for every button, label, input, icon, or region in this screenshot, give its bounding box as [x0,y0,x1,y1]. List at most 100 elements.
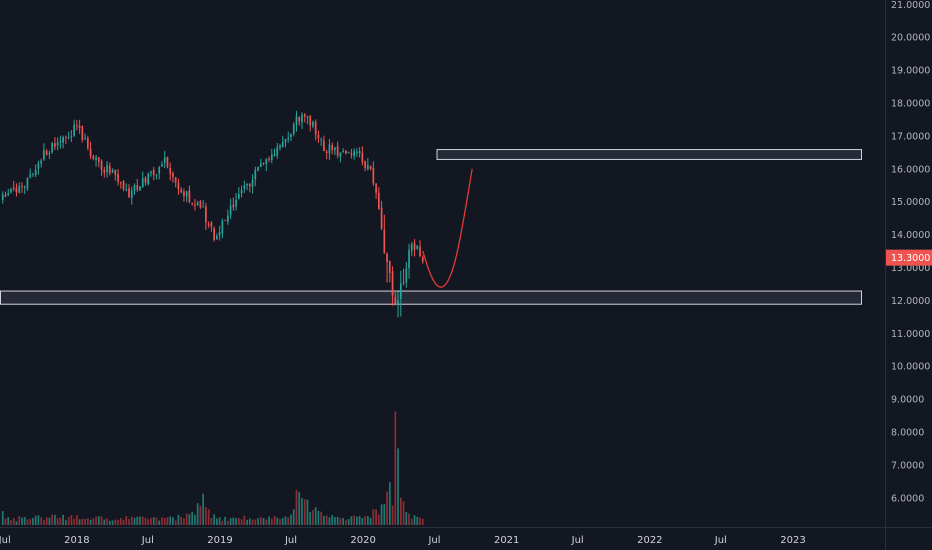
candle-body [92,156,95,159]
volume-bar [347,519,350,525]
volume-bar [386,491,388,525]
time-axis[interactable]: Jul 2018 Jul 2019 Jul 2020 Jul 2021 Jul 2022 Jul 20… [0,535,806,546]
candle-body [358,151,361,154]
candle-body [237,193,240,199]
volume-bar [210,517,213,525]
candle-body [394,296,397,304]
volume-bar [86,518,89,525]
volume-bar [117,519,119,525]
candle-body [276,147,279,156]
volume-bar [402,501,405,525]
candle-body [133,185,136,192]
price-tag-background [886,249,932,266]
volume-bar [48,517,51,525]
candle-body [174,177,177,183]
candle-body [356,151,358,153]
price-tick-label: 10.0000 [891,362,930,373]
candle-body [144,177,147,183]
volume-bar [388,482,391,525]
candle-body [273,154,276,156]
candle-body [301,114,303,123]
volume-bar [23,516,26,525]
candle-body [350,152,353,155]
volume-bar [353,515,355,525]
candle-body [114,169,117,176]
candle-body [391,271,394,296]
volume-bar [257,518,259,525]
resistance-zone[interactable] [436,149,862,160]
support-zone[interactable] [0,290,862,305]
candle-body [309,115,312,126]
candle-body [1,194,4,200]
candle-body [117,174,119,182]
volume-bar [111,520,114,525]
candle-body [196,202,199,206]
candle-body [111,169,114,173]
volume-bar [408,513,410,525]
candle-body [10,188,12,193]
candle-body [12,187,15,190]
volume-bar [224,516,226,525]
price-tick-label: 13.0000 [891,263,930,274]
time-tick-label: 2023 [780,535,805,546]
candle-body [163,157,166,163]
candle-body [353,150,355,157]
candle-body [103,170,106,173]
candle-body [161,164,163,167]
candle-body [205,206,207,223]
volume-bar [141,516,144,525]
volume-bar [43,519,45,525]
volume-bar [40,517,43,525]
volume-bar [15,521,18,525]
volume-bar [375,509,377,525]
candle-body [262,163,265,165]
time-tick-label: Jul [571,535,584,546]
candle-body [281,142,284,148]
candle-body [45,150,48,155]
volume-bars [1,411,424,525]
volume-bar [399,497,402,525]
volume-bar [133,517,136,525]
volume-bar [246,519,248,525]
volume-bar [312,510,314,525]
volume-bar [342,518,345,525]
candle-body [15,187,18,193]
projection-curve[interactable] [422,168,473,288]
volume-bar [213,514,215,525]
volume-bar [7,517,10,525]
last-price-label: 13.3000 [891,253,930,264]
volume-bar [183,518,185,525]
candle-body [194,204,196,206]
volume-bar [243,515,246,525]
volume-bar [364,516,366,525]
price-tick-label: 12.0000 [891,296,930,307]
candle-body [84,138,86,140]
projection-path[interactable] [422,168,473,288]
volume-bar [345,520,347,525]
volume-bar [1,510,4,525]
price-tick-label: 21.0000 [891,0,930,11]
candle-body [51,142,54,153]
volume-bar [169,516,172,525]
volume-bar [97,516,100,525]
volume-bar [205,506,207,525]
candle-body [130,190,133,199]
time-tick-label: 2018 [64,535,89,546]
price-axis[interactable]: 21.0000 20.0000 19.0000 18.0000 17.0000 16.00… [891,0,930,504]
candle-body [303,113,306,117]
zone-rectangles[interactable] [0,149,862,305]
candle-body [251,180,254,187]
volume-bar [62,514,64,525]
price-tick-label: 11.0000 [891,329,930,340]
last-price-tag: 13.3000 [886,249,932,266]
candle-body [183,191,185,197]
volume-bar [325,515,328,525]
volume-bar [106,518,108,525]
candle-body [21,185,23,187]
volume-bar [108,520,111,525]
candle-body [380,207,383,229]
price-tick-label: 17.0000 [891,131,930,142]
candle-body [235,199,237,207]
